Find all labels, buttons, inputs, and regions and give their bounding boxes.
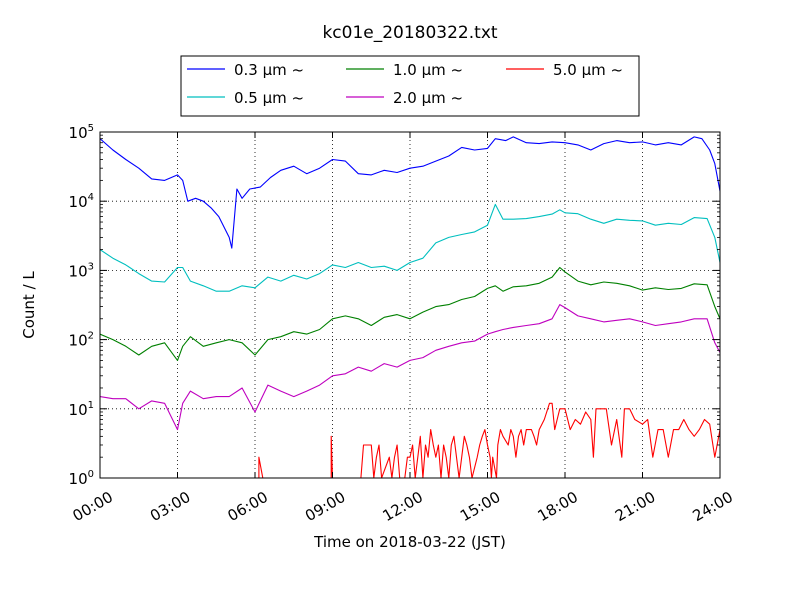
legend-label: 1.0 µm ~ (393, 61, 463, 79)
y-tick-base: 10 (69, 124, 88, 142)
y-tick-base: 10 (69, 470, 88, 488)
legend-label: 0.5 µm ~ (234, 89, 304, 107)
chart-title: kc01e_20180322.txt (322, 23, 497, 43)
legend: 0.3 µm ~ 0.5 µm ~ 1.0 µm ~ 2.0 µm ~ 5.0 µm ~ (180, 55, 640, 117)
series-line-5 (258, 402, 720, 478)
axis-ticks (99, 131, 721, 479)
series-lines (100, 136, 720, 478)
series-line-1 (100, 136, 720, 249)
legend-box (180, 55, 640, 117)
y-tick-exponent: 5 (88, 123, 94, 134)
y-tick-base: 10 (69, 262, 88, 280)
y-tick-label: 103 (69, 261, 94, 280)
series-line-4 (100, 304, 720, 431)
legend-label: 2.0 µm ~ (393, 89, 463, 107)
x-axis-label: Time on 2018-03-22 (JST) (313, 533, 506, 551)
y-tick-base: 10 (69, 332, 88, 350)
y-tick-exponent: 2 (88, 331, 94, 342)
y-tick-label: 104 (69, 192, 94, 211)
y-tick-exponent: 4 (88, 192, 94, 203)
y-tick-exponent: 3 (88, 261, 94, 272)
legend-label: 0.3 µm ~ (234, 61, 304, 79)
y-tick-label: 105 (69, 123, 94, 142)
y-axis-label: Count / L (20, 271, 38, 339)
series-line-3 (100, 266, 720, 361)
y-tick-exponent: 0 (88, 469, 94, 480)
y-tick-base: 10 (69, 193, 88, 211)
grid (100, 132, 720, 478)
y-tick-base: 10 (69, 401, 88, 419)
y-tick-label: 102 (69, 331, 94, 350)
series-line-2 (100, 203, 720, 292)
y-tick-exponent: 1 (88, 400, 94, 411)
y-tick-label: 100 (69, 469, 94, 488)
y-tick-label: 101 (69, 400, 94, 419)
legend-label: 5.0 µm ~ (553, 61, 623, 79)
